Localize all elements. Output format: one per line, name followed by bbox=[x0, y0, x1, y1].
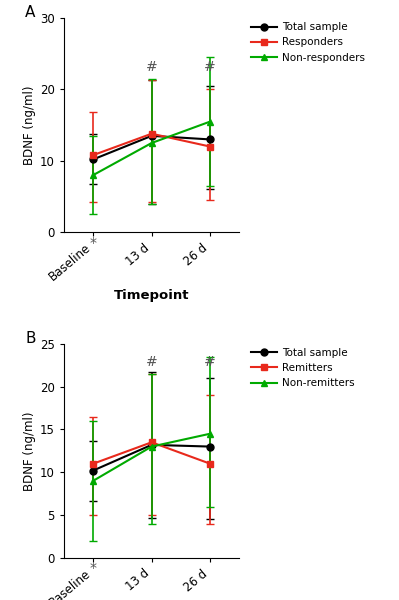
Text: #: # bbox=[146, 60, 158, 74]
Text: *: * bbox=[90, 562, 97, 575]
X-axis label: Timepoint: Timepoint bbox=[114, 289, 190, 302]
Text: B: B bbox=[25, 331, 36, 346]
Text: #: # bbox=[204, 355, 216, 370]
Y-axis label: BDNF (ng/ml): BDNF (ng/ml) bbox=[23, 411, 36, 491]
Text: #: # bbox=[146, 355, 158, 370]
Legend: Total sample, Remitters, Non-remitters: Total sample, Remitters, Non-remitters bbox=[247, 344, 359, 392]
Legend: Total sample, Responders, Non-responders: Total sample, Responders, Non-responders bbox=[247, 18, 369, 67]
Y-axis label: BDNF (ng/ml): BDNF (ng/ml) bbox=[23, 85, 36, 165]
Text: *: * bbox=[90, 236, 97, 250]
Text: A: A bbox=[25, 5, 36, 20]
Text: #: # bbox=[204, 60, 216, 74]
